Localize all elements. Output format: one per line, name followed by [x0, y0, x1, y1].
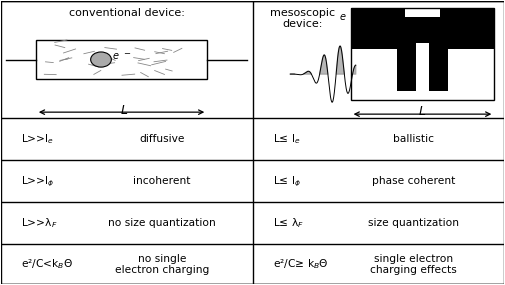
- Text: L>>l$_\phi$: L>>l$_\phi$: [21, 174, 55, 189]
- Text: L: L: [121, 104, 128, 117]
- Bar: [350, 8, 494, 100]
- Bar: [429, 17, 447, 91]
- Text: −: −: [351, 11, 359, 19]
- Text: size quantization: size quantization: [368, 218, 459, 228]
- Bar: [397, 17, 447, 43]
- Text: L≤ l$_e$: L≤ l$_e$: [273, 133, 300, 146]
- Text: phase coherent: phase coherent: [372, 176, 456, 186]
- Text: L≤ l$_\phi$: L≤ l$_\phi$: [273, 174, 300, 189]
- Bar: [36, 40, 207, 79]
- Text: e²/C≥ k$_B$Θ: e²/C≥ k$_B$Θ: [273, 257, 328, 271]
- Text: single electron
charging effects: single electron charging effects: [370, 254, 457, 275]
- Ellipse shape: [91, 52, 112, 67]
- Bar: [440, 8, 494, 49]
- Bar: [350, 8, 405, 49]
- Text: mesoscopic
device:: mesoscopic device:: [270, 8, 335, 29]
- Text: no size quantization: no size quantization: [108, 218, 216, 228]
- Text: e: e: [340, 12, 345, 22]
- Text: L: L: [419, 105, 426, 118]
- Bar: [397, 17, 416, 91]
- Text: diffusive: diffusive: [139, 135, 185, 144]
- Text: no single
electron charging: no single electron charging: [115, 254, 209, 275]
- Text: ballistic: ballistic: [393, 135, 434, 144]
- Text: conventional device:: conventional device:: [69, 8, 184, 18]
- Bar: [429, 69, 447, 91]
- Text: incoherent: incoherent: [133, 176, 190, 186]
- Text: e²/C<k$_B$Θ: e²/C<k$_B$Θ: [21, 257, 73, 271]
- Text: L>>l$_e$: L>>l$_e$: [21, 133, 54, 146]
- Text: −: −: [124, 49, 130, 58]
- Text: L≤ λ$_F$: L≤ λ$_F$: [273, 216, 304, 230]
- Text: L>>λ$_F$: L>>λ$_F$: [21, 216, 58, 230]
- Text: e: e: [113, 51, 118, 61]
